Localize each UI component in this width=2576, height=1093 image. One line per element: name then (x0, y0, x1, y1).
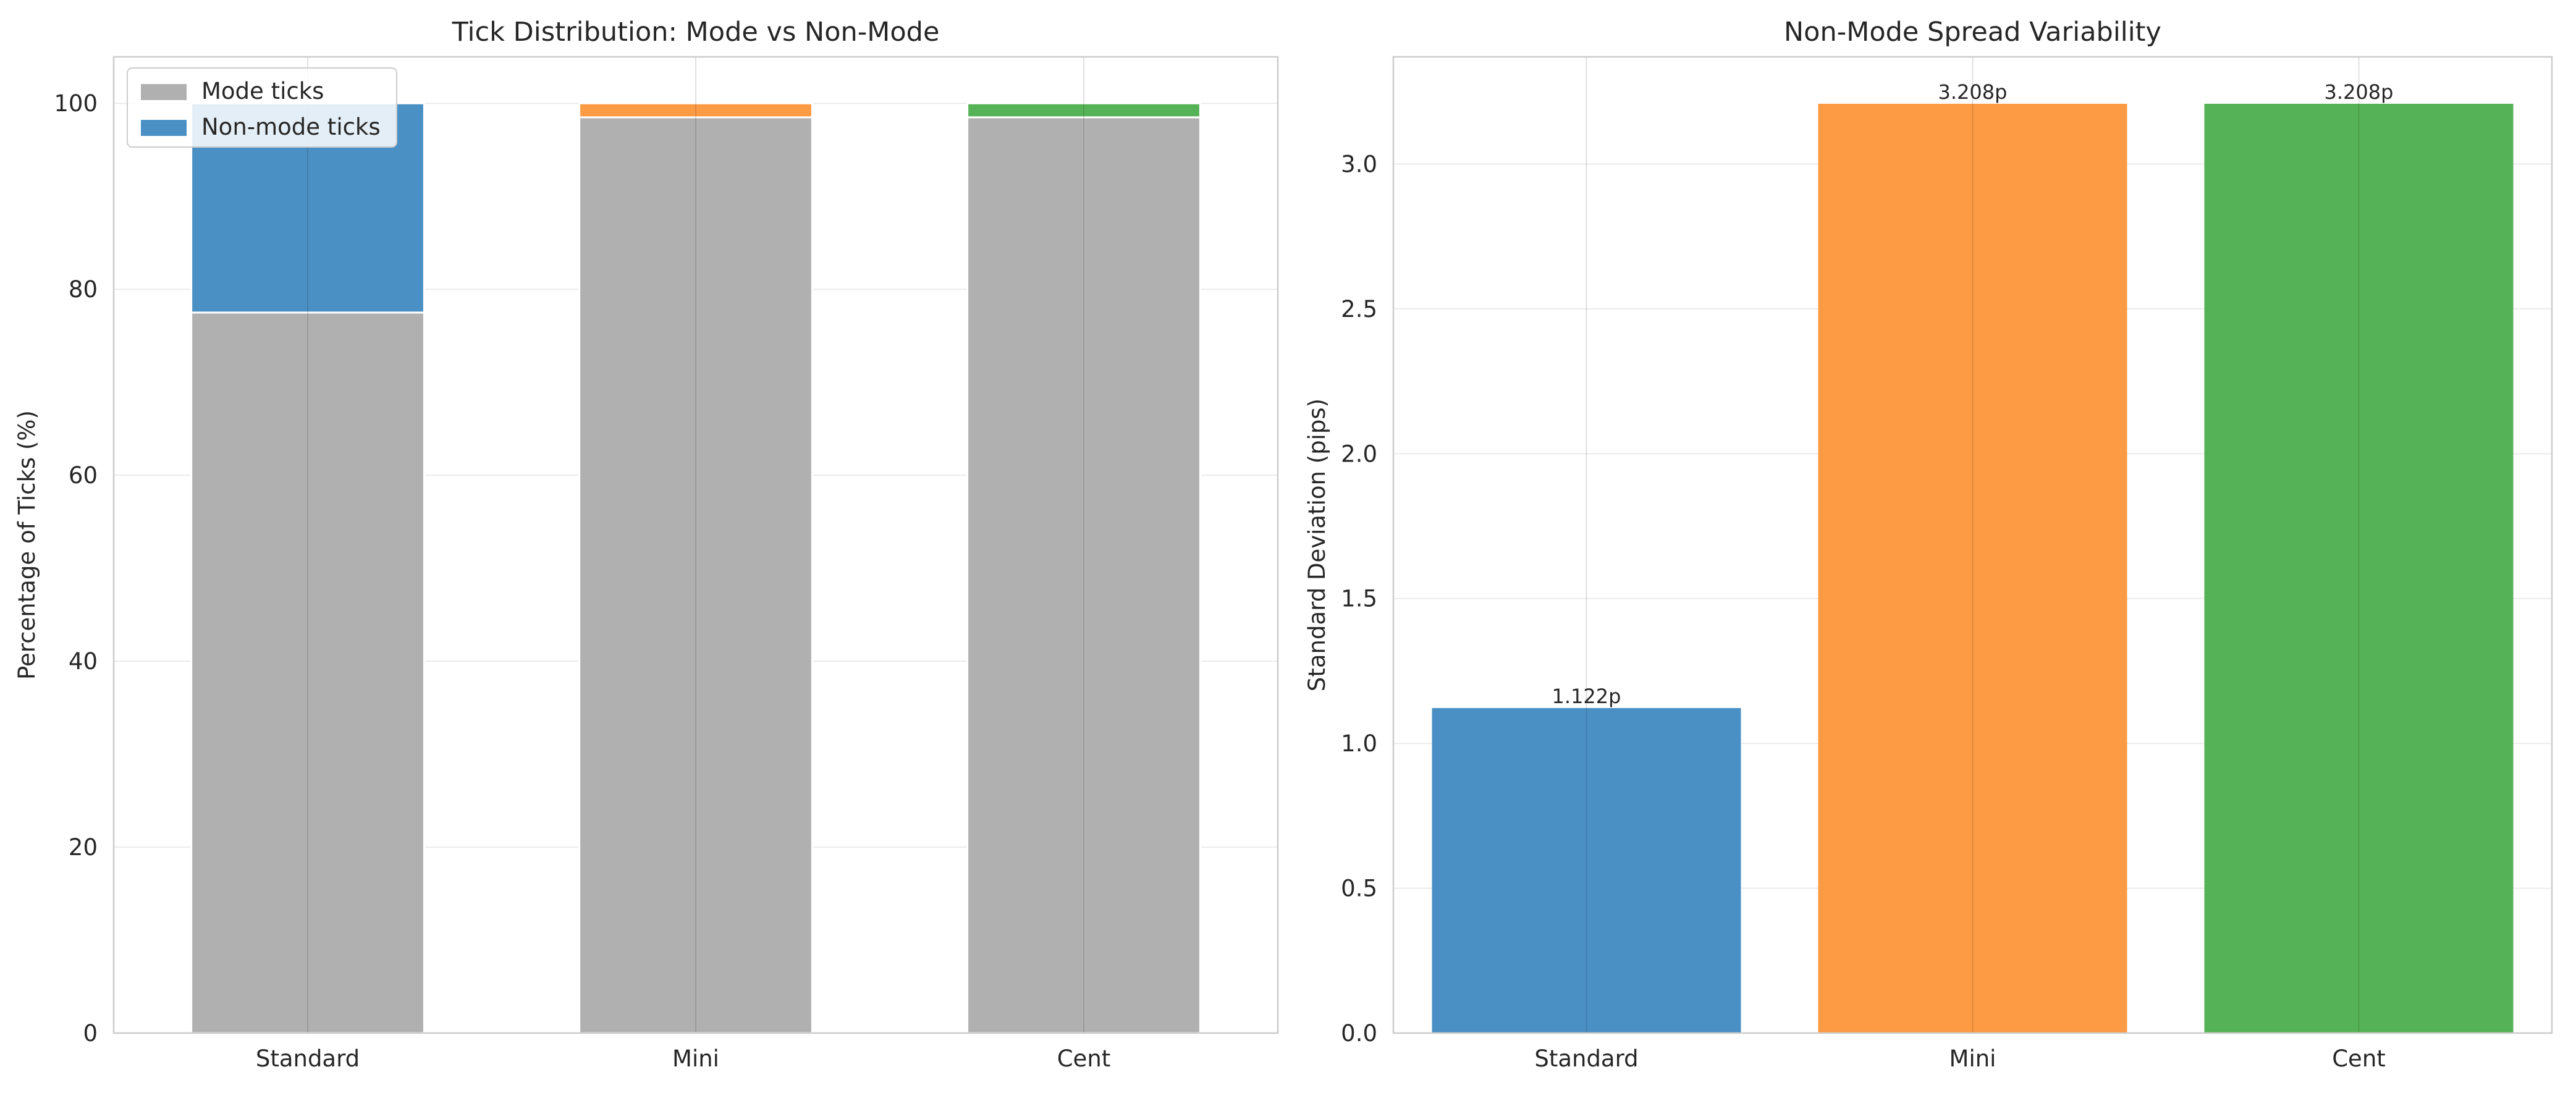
x-tick-label: Mini (672, 1045, 719, 1072)
y-tick-label: 60 (69, 462, 98, 489)
y-axis-label: Percentage of Ticks (%) (14, 410, 40, 680)
legend-box (127, 67, 397, 148)
data-label: 3.208p (2325, 80, 2394, 104)
y-axis-label: Standard Deviation (pips) (1304, 399, 1330, 691)
x-tick-label: Standard (1534, 1045, 1638, 1072)
y-tick-label: 1.0 (1341, 730, 1377, 757)
left-chart-panel: 0 20 40 60 80 100 Standard Mini Cent Tick Distrib… (14, 17, 1279, 1072)
bar (1432, 707, 1741, 1033)
legend-label: Non-mode ticks (201, 114, 381, 140)
y-tick-label: 0.0 (1341, 1020, 1377, 1047)
y-tick-label: 20 (69, 834, 98, 861)
bar-non-mode-ticks (578, 102, 813, 119)
x-tick-label: Cent (1057, 1045, 1111, 1072)
bar-mode-ticks (190, 311, 425, 1034)
y-tick-label: 2.5 (1341, 296, 1377, 323)
bar-non-mode-ticks (966, 102, 1201, 119)
data-label: 3.208p (1938, 80, 2008, 104)
bar (2204, 103, 2514, 1033)
y-tick-label: 100 (54, 90, 98, 117)
bar-mode-ticks (578, 116, 813, 1034)
y-tick-label: 80 (69, 276, 98, 303)
plot-frame (1392, 56, 2553, 1034)
y-tick-label: 0 (83, 1020, 98, 1047)
y-tick-label: 3.0 (1341, 151, 1377, 177)
chart-title: Non-Mode Spread Variability (1784, 17, 2161, 48)
x-tick-label: Standard (256, 1045, 360, 1072)
legend-swatch (141, 84, 187, 100)
data-label: 1.122p (1552, 685, 1621, 708)
y-tick-label: 2.0 (1341, 441, 1377, 467)
y-tick-label: 0.5 (1341, 876, 1377, 902)
x-tick-label: Cent (2332, 1045, 2386, 1072)
legend-label: Mode ticks (201, 78, 324, 104)
chart-title: Tick Distribution: Mode vs Non-Mode (452, 17, 940, 48)
bar (1818, 103, 2127, 1033)
plot-frame (112, 56, 1279, 1034)
y-tick-label: 1.5 (1341, 586, 1377, 612)
x-tick-label: Mini (1949, 1045, 1996, 1072)
bar-mode-ticks (966, 116, 1201, 1034)
legend-swatch (141, 120, 187, 136)
right-chart-panel: 1.122p 3.208p 3.208p 0.0 0.5 1.0 1.5 2.0 2.5 3.0 S… (1304, 17, 2553, 1072)
y-tick-label: 40 (69, 648, 98, 675)
